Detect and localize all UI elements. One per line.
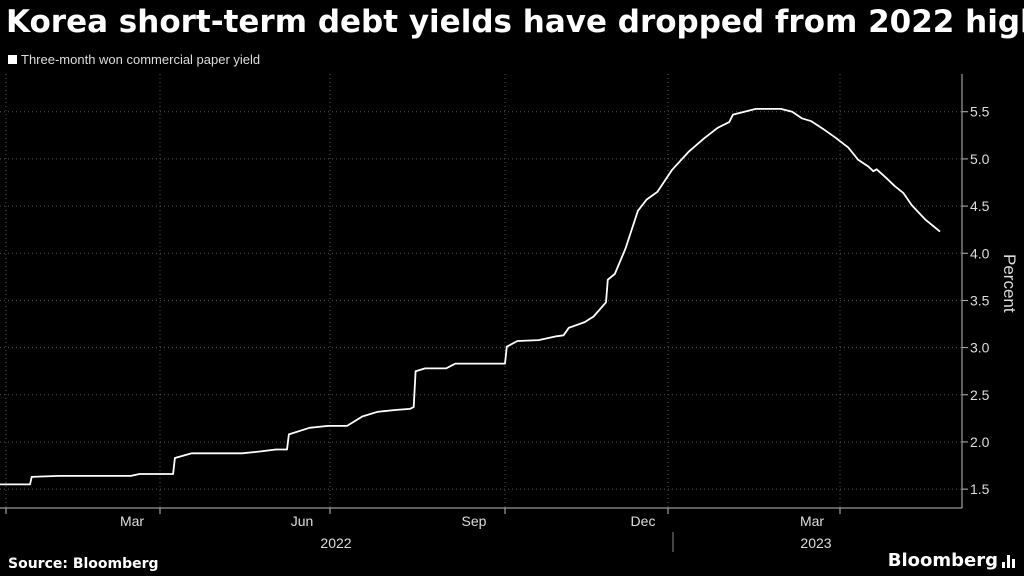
y-tick-label: 4.0 bbox=[970, 245, 990, 261]
bar-chart-icon bbox=[1002, 554, 1016, 568]
legend-swatch bbox=[8, 55, 17, 64]
x-tick-label: Dec bbox=[631, 513, 656, 529]
brand-text: Bloomberg bbox=[887, 550, 998, 571]
x-tick-label: Jun bbox=[291, 513, 314, 529]
y-tick-label: 1.5 bbox=[970, 481, 990, 497]
series-layer bbox=[0, 108, 941, 486]
x-tick-label: Mar bbox=[800, 513, 824, 529]
gridlines bbox=[0, 74, 962, 508]
x-tick-label: Sep bbox=[462, 513, 487, 529]
legend: Three-month won commercial paper yield bbox=[8, 52, 260, 67]
bloomberg-logo: Bloomberg bbox=[888, 550, 1016, 571]
source-note: Source: Bloomberg bbox=[8, 556, 159, 572]
chart-title: Korea short-term debt yields have droppe… bbox=[6, 4, 1024, 40]
axes: 1.5 2.0 2.5 3.0 3.5 4.0 4.5 5.0 5.5 Percent Mar Jun… bbox=[0, 74, 1019, 552]
x-year-label: 2022 bbox=[320, 535, 351, 551]
y-tick-label: 3.5 bbox=[970, 292, 990, 308]
x-year-label: 2023 bbox=[800, 535, 831, 551]
y-axis-label: Percent bbox=[1000, 254, 1019, 313]
y-tick-label: 4.5 bbox=[970, 198, 990, 214]
y-tick-label: 5.0 bbox=[970, 151, 990, 167]
y-tick-label: 2.0 bbox=[970, 434, 990, 450]
y-tick-label: 5.5 bbox=[970, 104, 990, 120]
y-tick-label: 3.0 bbox=[970, 340, 990, 356]
x-tick-label: Mar bbox=[120, 513, 144, 529]
y-tick-label: 2.5 bbox=[970, 387, 990, 403]
series-line-0 bbox=[0, 108, 941, 486]
legend-label: Three-month won commercial paper yield bbox=[21, 52, 261, 67]
